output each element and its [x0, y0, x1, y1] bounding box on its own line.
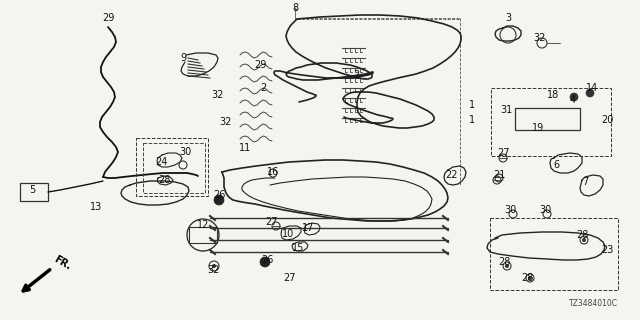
Text: 9: 9 — [180, 53, 186, 63]
Text: 15: 15 — [292, 243, 304, 253]
Bar — [491, 88, 611, 156]
Bar — [136, 138, 208, 196]
Text: 16: 16 — [267, 167, 279, 177]
Circle shape — [214, 195, 224, 205]
Bar — [143, 143, 205, 193]
Text: 13: 13 — [90, 202, 102, 212]
Text: 10: 10 — [282, 229, 294, 239]
Text: 21: 21 — [493, 170, 505, 180]
Text: 14: 14 — [586, 83, 598, 93]
Circle shape — [582, 238, 586, 242]
Text: 7: 7 — [582, 177, 588, 187]
Text: 32: 32 — [534, 33, 546, 43]
Text: 18: 18 — [547, 90, 559, 100]
Text: 28: 28 — [521, 273, 533, 283]
Text: 32: 32 — [219, 117, 231, 127]
Circle shape — [570, 93, 578, 101]
Text: 32: 32 — [208, 265, 220, 275]
Text: 22: 22 — [445, 170, 458, 180]
Text: 6: 6 — [553, 160, 559, 170]
Text: 1: 1 — [469, 100, 475, 110]
Bar — [515, 108, 580, 130]
Text: 4: 4 — [570, 95, 576, 105]
Text: 1: 1 — [469, 115, 475, 125]
Text: FR.: FR. — [52, 254, 72, 272]
Text: 30: 30 — [504, 205, 516, 215]
Circle shape — [260, 257, 270, 267]
Text: 20: 20 — [601, 115, 613, 125]
Text: 29: 29 — [102, 13, 114, 23]
Text: 30: 30 — [539, 205, 551, 215]
Text: 19: 19 — [532, 123, 544, 133]
Text: 24: 24 — [155, 157, 167, 167]
Text: 5: 5 — [29, 185, 35, 195]
Text: 8: 8 — [292, 3, 298, 13]
Circle shape — [212, 264, 216, 268]
Text: 26: 26 — [213, 190, 225, 200]
Text: 17: 17 — [302, 223, 314, 233]
Text: 2: 2 — [260, 83, 266, 93]
Bar — [189, 227, 217, 243]
Text: 27: 27 — [266, 217, 278, 227]
Text: 3: 3 — [505, 13, 511, 23]
Bar — [20, 183, 48, 201]
Text: 32: 32 — [212, 90, 224, 100]
Text: 27: 27 — [497, 148, 509, 158]
Bar — [490, 218, 618, 290]
Text: 11: 11 — [239, 143, 251, 153]
Circle shape — [528, 276, 532, 280]
Circle shape — [586, 89, 594, 97]
Text: 28: 28 — [158, 175, 170, 185]
Text: 28: 28 — [498, 257, 510, 267]
Text: 31: 31 — [500, 105, 512, 115]
Text: 2: 2 — [353, 70, 359, 80]
Text: TZ3484010C: TZ3484010C — [569, 299, 618, 308]
Text: 29: 29 — [254, 60, 266, 70]
Text: 27: 27 — [283, 273, 295, 283]
Text: 28: 28 — [576, 230, 588, 240]
Text: 12: 12 — [197, 220, 209, 230]
Text: 26: 26 — [261, 255, 273, 265]
Text: 30: 30 — [179, 147, 191, 157]
Circle shape — [505, 264, 509, 268]
Text: 23: 23 — [601, 245, 613, 255]
